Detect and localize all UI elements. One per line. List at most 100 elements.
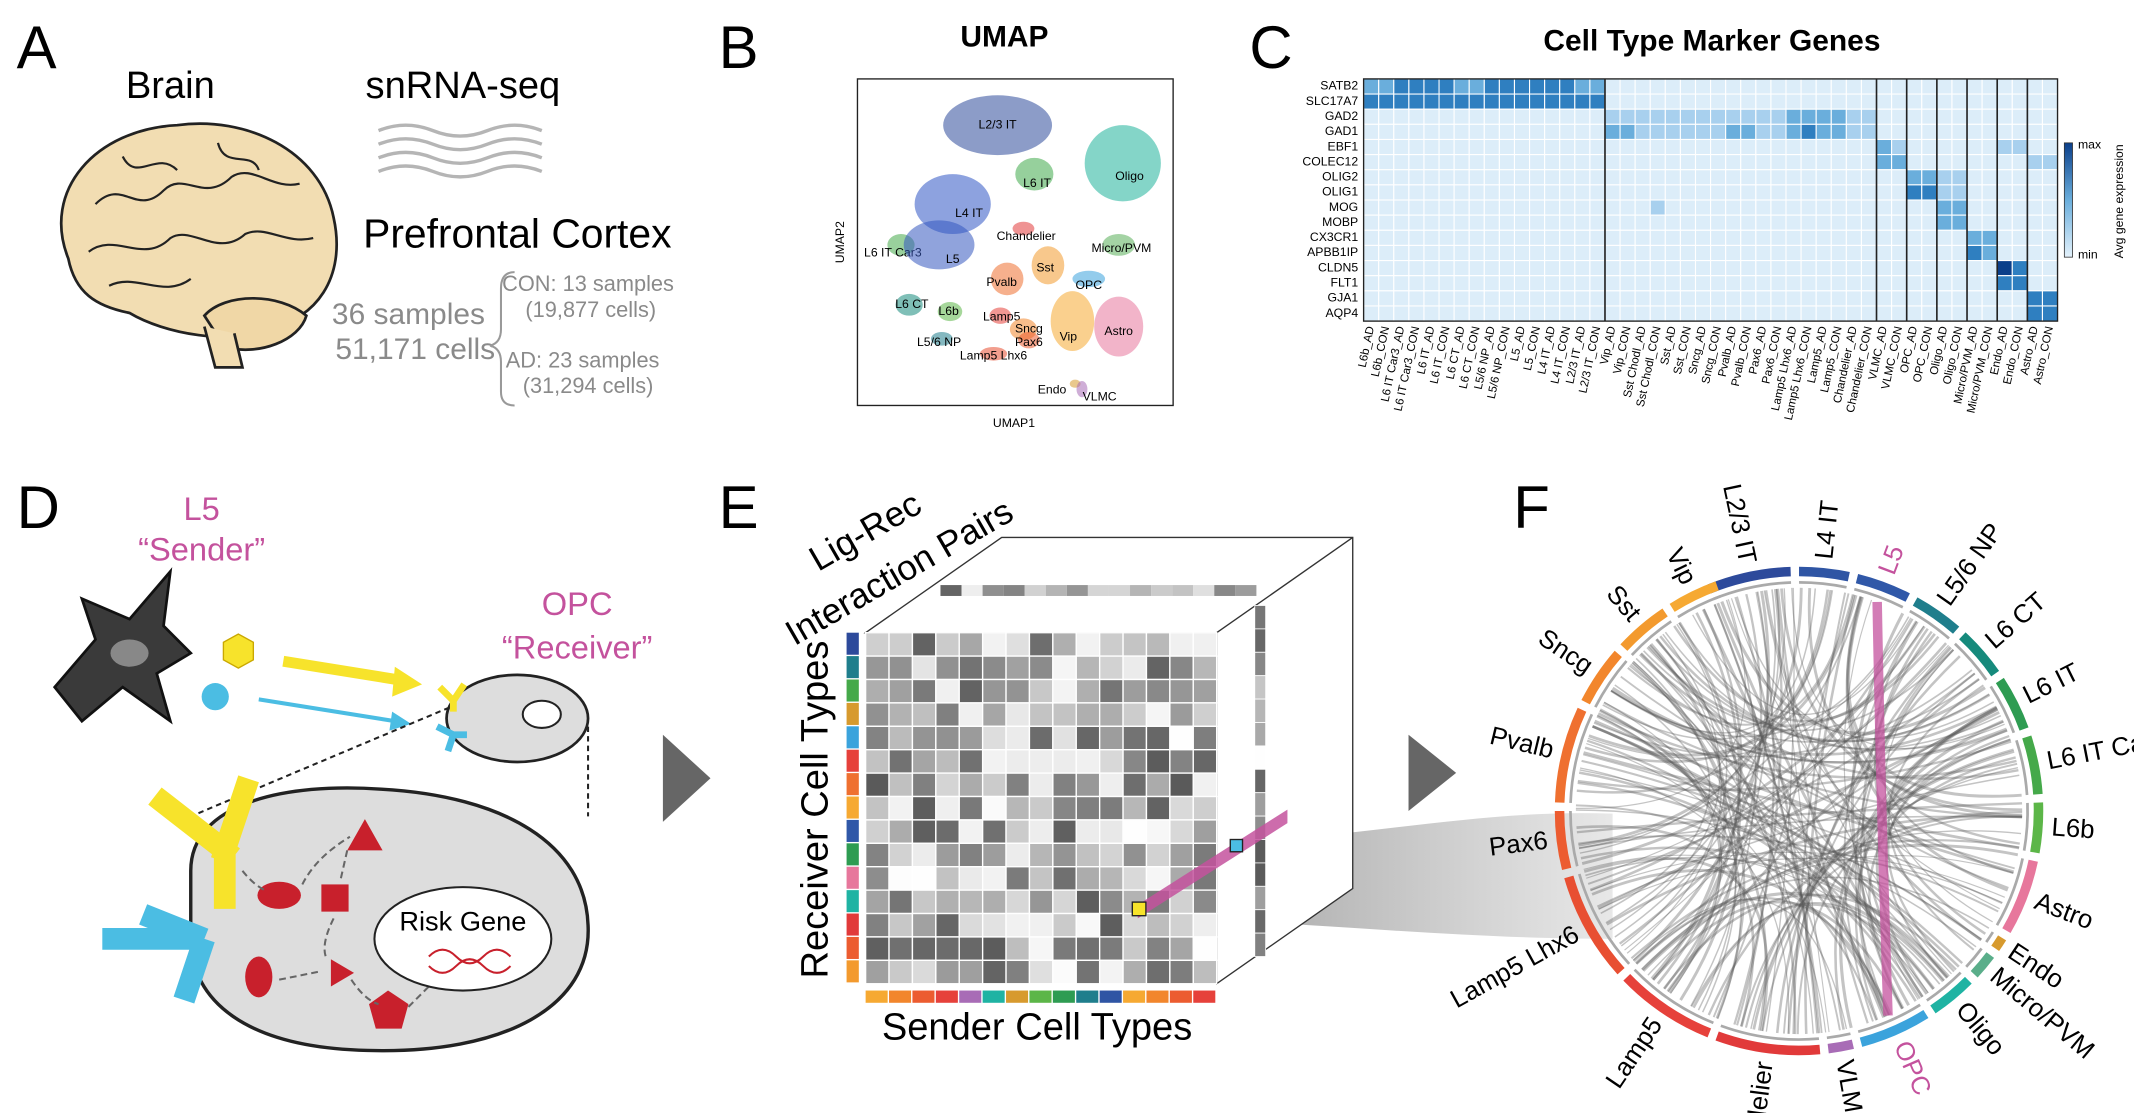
heatmap-cell bbox=[1363, 244, 1380, 262]
heatmap-cell bbox=[1710, 260, 1727, 277]
sender-nucleus bbox=[110, 639, 149, 667]
heatmap-cell bbox=[1529, 169, 1546, 186]
segment-track bbox=[1720, 1024, 1820, 1041]
heatmap-cell bbox=[1634, 305, 1651, 322]
heatmap-cell bbox=[1483, 305, 1500, 322]
heatmap-cell bbox=[1966, 305, 1983, 322]
tensor-cell bbox=[888, 702, 914, 727]
tensor-cell bbox=[888, 749, 914, 774]
heatmap-cell bbox=[1936, 275, 1953, 292]
heatmap-cell bbox=[1438, 199, 1455, 216]
heatmap-cell bbox=[1921, 93, 1938, 110]
heatmap-cell bbox=[1483, 275, 1500, 292]
heatmap-cell bbox=[1891, 214, 1908, 231]
heatmap-cell bbox=[1483, 123, 1500, 141]
chord bbox=[1599, 709, 1964, 965]
tensor-cell bbox=[935, 655, 960, 681]
heatmap-cell bbox=[1966, 123, 1983, 141]
heatmap-cell bbox=[1800, 78, 1817, 95]
heatmap-cell bbox=[1498, 123, 1516, 141]
heatmap-cell bbox=[1725, 275, 1742, 292]
heatmap-cell bbox=[1921, 260, 1938, 277]
heatmap-cell bbox=[1544, 154, 1561, 171]
heatmap-cell bbox=[1740, 138, 1757, 156]
tensor-cell bbox=[1122, 655, 1148, 681]
heatmap-cell bbox=[1468, 154, 1485, 171]
tensor-cell bbox=[911, 936, 937, 962]
tensor-cell bbox=[1145, 936, 1171, 962]
heatmap-cell bbox=[2026, 108, 2044, 125]
tensor-cell bbox=[1052, 678, 1077, 704]
heatmap-cell bbox=[1891, 78, 1908, 95]
tensor-cell bbox=[888, 655, 914, 681]
heatmap-cell bbox=[1574, 138, 1591, 156]
heatmap-cell bbox=[1483, 138, 1500, 156]
heatmap-cell bbox=[1996, 138, 2013, 156]
chord bbox=[1765, 587, 1795, 1032]
reads-lines bbox=[377, 123, 543, 179]
cell-type-label: Lamp5 bbox=[1601, 1012, 1668, 1093]
heatmap-cell bbox=[1498, 275, 1516, 292]
heatmap-cell bbox=[1483, 244, 1500, 262]
heatmap-cell bbox=[1559, 260, 1576, 277]
chord bbox=[1807, 587, 2023, 817]
depth-cell bbox=[1214, 585, 1236, 596]
heatmap-cell bbox=[1574, 260, 1591, 277]
chord bbox=[1581, 759, 1982, 941]
heatmap-cell bbox=[1755, 108, 1772, 125]
heatmap-cell bbox=[1498, 108, 1516, 125]
tensor-cell bbox=[1169, 772, 1194, 798]
heatmap-cell bbox=[1906, 108, 1923, 125]
sender-swatch bbox=[1193, 990, 1216, 1003]
chord bbox=[1626, 638, 1722, 954]
tensor-cell bbox=[1028, 678, 1054, 704]
heatmap-cell bbox=[1966, 184, 1983, 201]
chord bbox=[1845, 596, 2009, 892]
heatmap-cell bbox=[1378, 260, 1395, 277]
heatmap-cell bbox=[1408, 108, 1425, 125]
tensor-cell bbox=[864, 795, 890, 821]
heatmap-cell bbox=[1438, 138, 1455, 156]
heatmap-cell bbox=[1363, 214, 1380, 231]
side-cell bbox=[1254, 862, 1267, 887]
ad-samples: AD: 23 samples bbox=[506, 347, 660, 372]
panel-letter: D bbox=[17, 474, 60, 541]
chord bbox=[1787, 645, 1951, 1034]
tensor-cell bbox=[1098, 959, 1124, 985]
receptor bbox=[437, 682, 468, 712]
heatmap-cell bbox=[1694, 78, 1712, 95]
segment-arc bbox=[2022, 735, 2043, 795]
chord bbox=[1641, 855, 2014, 970]
receiver-swatch bbox=[846, 773, 859, 796]
heatmap-cell bbox=[2026, 123, 2044, 141]
tensor-cell bbox=[981, 725, 1007, 751]
heatmap-cell bbox=[1981, 93, 1998, 110]
heatmap-cell bbox=[1785, 123, 1802, 141]
sender-swatch bbox=[959, 990, 982, 1003]
heatmap-cell bbox=[2041, 260, 2059, 277]
brace bbox=[489, 271, 515, 407]
heatmap-cell bbox=[1710, 154, 1727, 171]
tensor-cell bbox=[1098, 725, 1124, 751]
umap-cluster bbox=[930, 331, 953, 346]
tensor-cell bbox=[1122, 772, 1148, 798]
tensor-cell bbox=[864, 749, 890, 774]
chord bbox=[1610, 688, 2008, 764]
heatmap-cell bbox=[1725, 184, 1742, 201]
heatmap-cell bbox=[1453, 108, 1470, 125]
chord bbox=[1586, 644, 1949, 879]
heatmap-cell bbox=[1921, 123, 1938, 141]
heatmap-cell bbox=[1423, 229, 1440, 246]
chord bbox=[1578, 587, 1803, 847]
tensor-cell bbox=[1075, 725, 1101, 751]
ligand-hexagon bbox=[222, 633, 255, 669]
heatmap-cell bbox=[1936, 305, 1953, 322]
sender-axis-label: Sender Cell Types bbox=[882, 1007, 1192, 1049]
umap-cluster bbox=[1031, 246, 1065, 285]
chord bbox=[1663, 593, 1763, 990]
tensor-cell bbox=[935, 678, 960, 704]
heatmap-cell bbox=[1408, 93, 1425, 110]
heatmap-cell bbox=[1393, 260, 1410, 277]
heatmap-cell bbox=[1996, 305, 2013, 322]
tensor-cell bbox=[1169, 632, 1194, 657]
